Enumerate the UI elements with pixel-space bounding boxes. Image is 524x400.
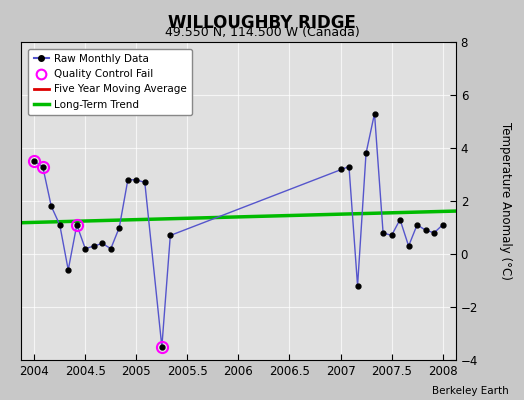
Legend: Raw Monthly Data, Quality Control Fail, Five Year Moving Average, Long-Term Tren: Raw Monthly Data, Quality Control Fail, …	[28, 49, 192, 115]
Y-axis label: Temperature Anomaly (°C): Temperature Anomaly (°C)	[499, 122, 512, 280]
Text: Berkeley Earth: Berkeley Earth	[432, 386, 508, 396]
Text: 49.550 N, 114.500 W (Canada): 49.550 N, 114.500 W (Canada)	[165, 26, 359, 39]
Text: WILLOUGHBY RIDGE: WILLOUGHBY RIDGE	[168, 14, 356, 32]
